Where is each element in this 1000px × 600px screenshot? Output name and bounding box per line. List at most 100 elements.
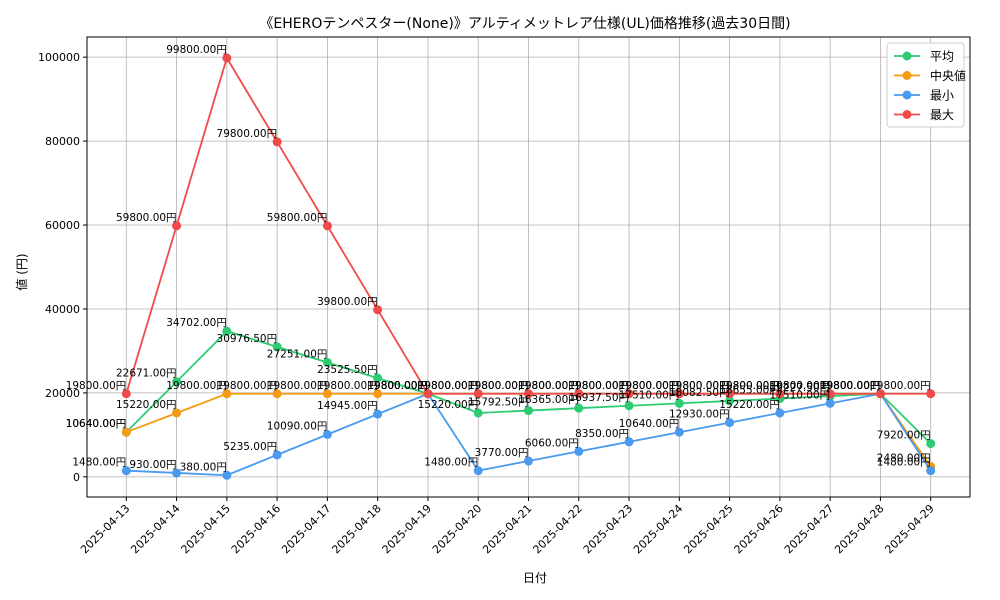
data-label: 19800.00円 <box>820 380 881 392</box>
legend-marker <box>902 71 912 80</box>
data-label: 27251.00円 <box>267 348 328 360</box>
data-label: 14945.00円 <box>317 400 378 412</box>
data-label: 10640.00円 <box>66 418 127 430</box>
legend-label: 平均 <box>930 50 954 64</box>
data-point <box>121 466 131 476</box>
data-label: 19800.00円 <box>317 380 378 392</box>
data-point <box>524 456 533 466</box>
data-point <box>725 418 735 428</box>
data-label: 19800.00円 <box>870 380 931 392</box>
data-point <box>574 389 584 399</box>
data-label: 6060.00円 <box>525 437 579 449</box>
data-label: 930.00円 <box>129 459 176 471</box>
data-point <box>222 326 232 336</box>
data-label: 30976.50円 <box>217 333 278 345</box>
data-point <box>624 401 634 411</box>
data-label: 23525.50円 <box>317 364 378 376</box>
data-label: 10640.00円 <box>619 418 680 430</box>
data-point <box>272 450 282 460</box>
data-label: 39800.00円 <box>317 296 378 308</box>
data-label: 19800.00円 <box>669 380 730 392</box>
data-point <box>473 466 483 476</box>
data-point <box>222 53 232 63</box>
data-point <box>926 389 936 399</box>
data-label: 19800.00円 <box>367 380 428 392</box>
data-label: 2480.00円 <box>877 452 931 464</box>
data-point <box>222 389 232 399</box>
data-point <box>121 427 131 437</box>
data-label: 3770.00円 <box>475 447 529 459</box>
data-point <box>624 389 634 399</box>
data-label: 99800.00円 <box>166 44 227 56</box>
y-tick-label: 40000 <box>45 303 80 316</box>
data-label: 19800.00円 <box>568 380 629 392</box>
data-label: 59800.00円 <box>267 212 328 224</box>
data-point <box>775 408 785 418</box>
data-label: 19800.00円 <box>719 380 780 392</box>
data-label: 19800.00円 <box>619 380 680 392</box>
data-label: 19800.00円 <box>217 380 278 392</box>
data-label: 17510.00円 <box>619 389 680 401</box>
data-label: 19800.00円 <box>820 380 881 392</box>
data-label: 19800.00円 <box>770 380 831 392</box>
data-label: 1480.00円 <box>877 457 931 469</box>
legend-label: 最大 <box>930 108 954 122</box>
data-point <box>272 389 282 399</box>
data-labels-layer: 10640.00円 22671.00円 34702.00円 30976.50円 2725… <box>66 44 931 473</box>
data-point <box>172 408 182 418</box>
data-point <box>373 389 383 399</box>
data-point <box>825 398 835 408</box>
data-label: 17510.00円 <box>770 389 831 401</box>
data-point <box>172 377 182 387</box>
data-point <box>624 437 634 447</box>
data-label: 19800.00円 <box>367 380 428 392</box>
data-label: 59800.00円 <box>116 212 177 224</box>
data-label: 34702.00円 <box>166 317 227 329</box>
data-point <box>725 396 735 406</box>
data-label: 1480.00円 <box>424 457 478 469</box>
data-point <box>172 221 182 231</box>
legend-box <box>886 42 965 128</box>
data-label: 16365.00円 <box>518 394 579 406</box>
data-label: 19800.00円 <box>820 380 881 392</box>
legend-label: 最小 <box>930 89 954 103</box>
x-axis-title: 日付 <box>523 571 547 585</box>
data-label: 19800.00円 <box>669 380 730 392</box>
data-label: 19800.00円 <box>719 380 780 392</box>
data-label: 19800.00円 <box>568 380 629 392</box>
data-point <box>674 398 684 408</box>
data-label: 10640.00円 <box>66 418 127 430</box>
data-point <box>373 409 383 419</box>
data-label: 15220.00円 <box>418 399 479 411</box>
data-point <box>322 221 332 231</box>
y-tick-label: 80000 <box>45 135 80 148</box>
legend-marker <box>902 110 912 119</box>
data-point <box>473 389 483 399</box>
data-label: 5235.00円 <box>223 441 277 453</box>
data-label: 16937.50円 <box>568 392 629 404</box>
data-label: 19800.00円 <box>166 380 227 392</box>
data-label: 15220.00円 <box>719 399 780 411</box>
data-point <box>574 446 584 456</box>
data-label: 18082.50円 <box>669 387 730 399</box>
data-label: 19800.00円 <box>468 380 529 392</box>
data-point <box>825 389 835 399</box>
chart-title: 《EHEROテンペスター(None)》アルティメットレア仕様(UL)価格推移(過… <box>259 16 790 32</box>
data-label: 19800.00円 <box>518 380 579 392</box>
data-label: 7920.00円 <box>877 430 931 442</box>
data-label: 1480.00円 <box>72 457 126 469</box>
legend-marker <box>902 90 912 100</box>
data-label: 10090.00円 <box>267 421 328 433</box>
data-point <box>423 389 433 399</box>
data-point <box>926 466 936 476</box>
y-axis-title: 値 (円) <box>14 253 29 290</box>
data-label: 19800.00円 <box>468 380 529 392</box>
y-tick-label: 0 <box>73 471 80 484</box>
data-point <box>926 439 936 449</box>
data-point <box>222 470 232 480</box>
data-label: 19800.00円 <box>518 380 579 392</box>
